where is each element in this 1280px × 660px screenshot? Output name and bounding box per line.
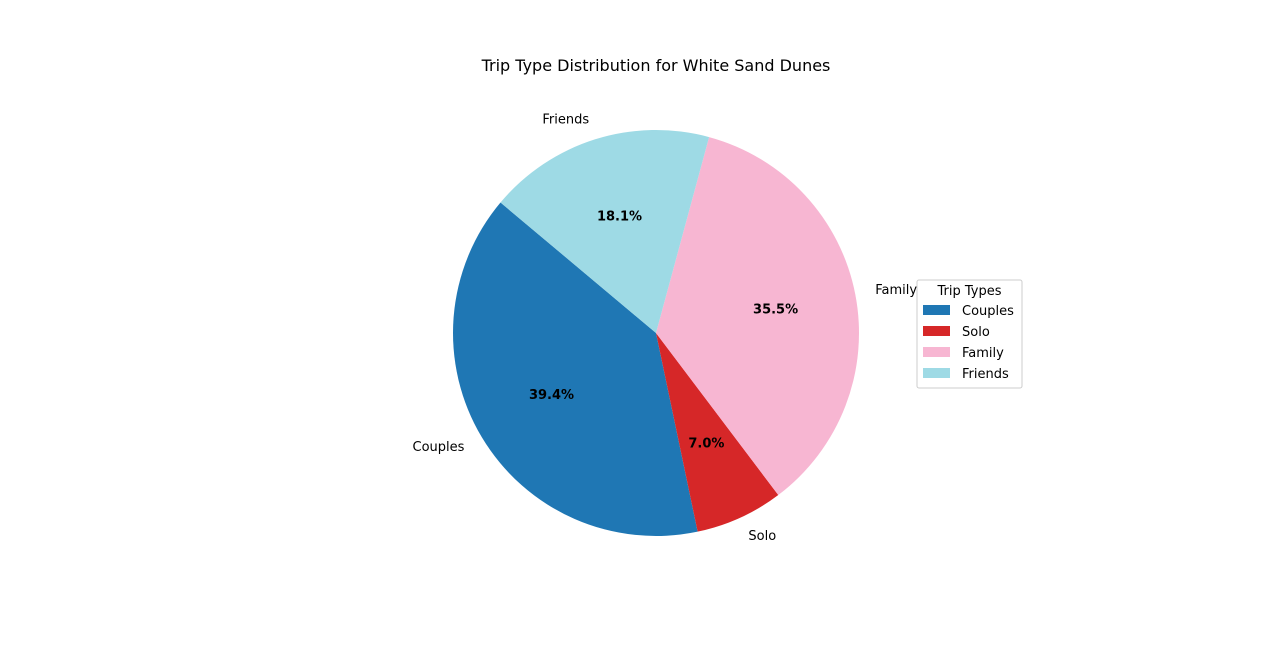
legend-title: Trip Types — [936, 284, 1001, 299]
legend-label-family: Family — [962, 346, 1004, 361]
slice-label-couples: Couples — [413, 440, 465, 455]
slice-label-solo: Solo — [748, 529, 776, 544]
percent-label-couples: 39.4% — [529, 388, 574, 403]
legend: Trip Types Couples Solo Family Friends — [916, 279, 1023, 389]
percent-label-friends: 18.1% — [597, 209, 642, 224]
percent-label-solo: 7.0% — [688, 436, 724, 451]
pie-slice-solo — [656, 333, 779, 532]
legend-swatch-solo — [923, 326, 950, 336]
legend-swatch-couples — [923, 305, 950, 315]
percent-label-family: 35.5% — [753, 302, 798, 317]
legend-swatch-family — [923, 347, 950, 357]
slice-label-friends: Friends — [542, 112, 589, 127]
legend-label-solo: Solo — [962, 325, 990, 340]
legend-entries: Couples Solo Family Friends — [923, 304, 1014, 382]
chart-title: Trip Type Distribution for White Sand Du… — [481, 56, 831, 75]
pie-slices — [453, 130, 859, 537]
slice-label-family: Family — [875, 283, 917, 298]
pie-slice-friends — [500, 130, 710, 333]
legend-swatch-friends — [923, 368, 950, 378]
pie-slice-couples — [453, 202, 698, 537]
pie-labels: Couples 39.4% Solo 7.0% Family 35.5% Friends 18… — [413, 112, 918, 543]
pie-slice-family — [656, 137, 859, 496]
legend-label-couples: Couples — [962, 304, 1014, 319]
legend-label-friends: Friends — [962, 367, 1009, 382]
